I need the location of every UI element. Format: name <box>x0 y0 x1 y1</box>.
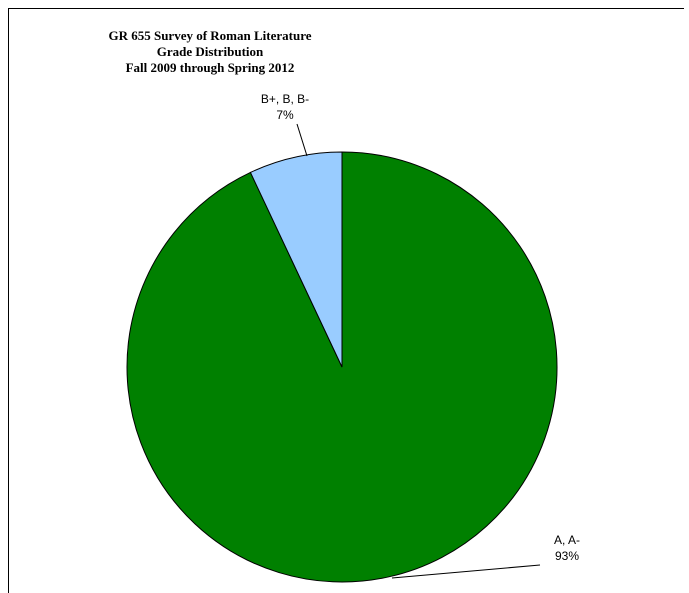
slice-value-label-a-a: 93% <box>555 549 579 563</box>
pie-slices <box>126 151 558 583</box>
slice-label-a-a: A, A- <box>554 533 580 547</box>
leader-line-a-a <box>391 564 541 579</box>
leader-line-b-b-b <box>296 123 308 157</box>
slice-value-label-b-b-b: 7% <box>276 108 294 122</box>
chart-title-line-2: Grade Distribution <box>157 44 264 59</box>
slice-labels: A, A- 93% B+, B, B- 7% <box>261 92 580 563</box>
slice-label-b-b-b: B+, B, B- <box>261 92 309 106</box>
leader-lines <box>296 123 541 579</box>
chart-title-line-1: GR 655 Survey of Roman Literature <box>108 28 311 43</box>
chart-title-line-3: Fall 2009 through Spring 2012 <box>126 60 295 75</box>
pie-slice-b-b-b <box>249 151 343 368</box>
chart-title: GR 655 Survey of Roman Literature Grade … <box>108 28 311 75</box>
